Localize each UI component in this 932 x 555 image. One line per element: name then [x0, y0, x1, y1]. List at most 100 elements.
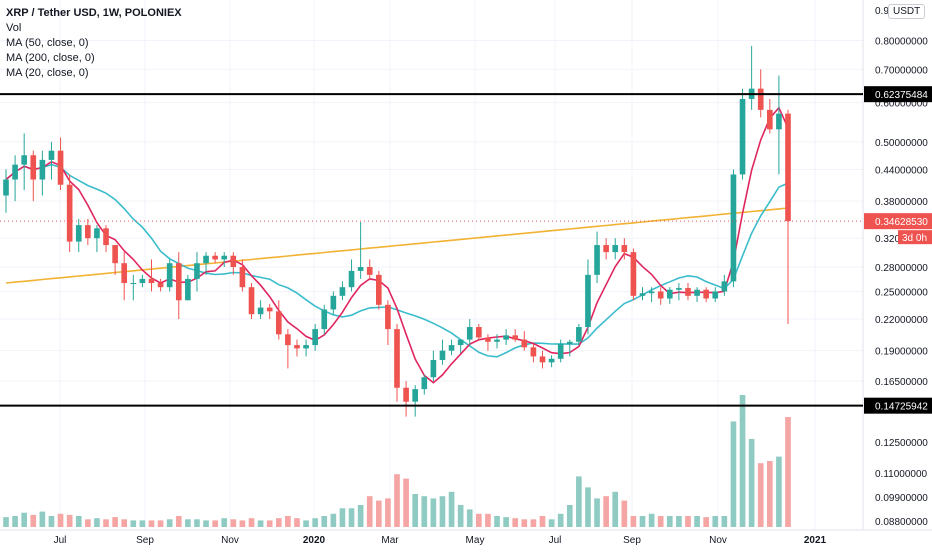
volume-bar [448, 491, 455, 527]
candle-body [685, 288, 691, 296]
candle-body [721, 281, 728, 292]
candle-body [694, 289, 700, 296]
volume-bar [457, 505, 464, 527]
candle-body [312, 329, 318, 346]
candle-body [375, 274, 382, 305]
candle-body [130, 283, 137, 285]
volume-bar [521, 519, 528, 527]
candle-body [466, 327, 473, 340]
candle-body [221, 255, 228, 260]
volume-bar [512, 518, 519, 527]
candle-body [203, 255, 209, 264]
candle-body [3, 179, 9, 196]
candle-body [30, 155, 37, 180]
level-price-label: 0.14725942 [875, 402, 928, 413]
time-tick-label: 2020 [303, 535, 326, 546]
volume-bar [203, 520, 209, 527]
volume-bar [30, 514, 37, 527]
volume-bar [657, 516, 664, 527]
volume-bar [594, 498, 600, 527]
candle-body [766, 109, 773, 130]
candle-body [776, 113, 782, 130]
volume-bar [639, 516, 646, 527]
volume-bar [576, 476, 582, 527]
volume-bar [730, 421, 737, 527]
price-tick-label: 0.25000000 [875, 287, 928, 298]
volume-bar [539, 516, 546, 527]
volume-bar [503, 517, 509, 527]
volume-bar [130, 520, 137, 527]
candle-body [403, 387, 409, 402]
price-tick-label: 0.50000000 [875, 138, 928, 149]
last-price-label: 0.34628530 [875, 217, 928, 228]
volume-bar [285, 516, 291, 527]
volume-bar [757, 463, 764, 527]
candle-body [348, 270, 355, 288]
volume-bar [348, 508, 355, 527]
volume-bar [248, 518, 255, 527]
volume-bar [85, 519, 91, 527]
volume-bar [357, 505, 364, 527]
price-tick-label: 0.16500000 [875, 377, 928, 388]
volume-bar [185, 519, 191, 527]
legend-volume[interactable]: Vol [6, 22, 22, 34]
legend-ma20[interactable]: MA (20, close, 0) [6, 67, 89, 79]
candle-body [85, 225, 91, 239]
volume-bar [494, 516, 500, 527]
volume-bar [776, 456, 782, 527]
candle-body [48, 150, 55, 160]
candle-body [439, 350, 446, 360]
volume-bar [221, 518, 228, 527]
volume-bar [612, 491, 619, 527]
volume-bar [303, 520, 309, 527]
candle-body [739, 98, 746, 175]
candle-body [321, 309, 328, 330]
candle-body [148, 278, 155, 284]
candle-body [75, 225, 82, 242]
candle-body [521, 339, 528, 348]
countdown-tag [898, 230, 932, 245]
time-tick-label: Sep [623, 535, 641, 546]
ma20-line [5, 106, 789, 384]
level-price-tag [864, 397, 932, 414]
candle-body [448, 345, 455, 351]
candle-body [139, 278, 146, 284]
price-tick-label: 0.28000000 [875, 263, 928, 274]
volume-bar [75, 516, 82, 527]
legend-ma50[interactable]: MA (50, close, 0) [6, 37, 89, 49]
candle-body [285, 334, 291, 346]
volume-bar [685, 516, 691, 527]
legend-symbol[interactable]: XRP / Tether USD, 1W, POLONIEX [6, 7, 182, 19]
candle-body [12, 164, 18, 180]
volume-bar [194, 519, 200, 527]
volume-tick-label: 0.09900000 [875, 493, 928, 504]
volume-bar [103, 519, 109, 527]
volume-bar [321, 516, 328, 527]
volume-bar [385, 498, 391, 527]
volume-bar [366, 496, 373, 527]
time-tick-label: Nov [221, 535, 239, 546]
volume-bar [648, 513, 655, 527]
currency-label[interactable]: USDT [888, 4, 926, 19]
price-tick-label: 0.22000000 [875, 315, 928, 326]
volume-bar [121, 519, 128, 527]
chart-legend: XRP / Tether USD, 1W, POLONIEX Vol MA (5… [6, 6, 182, 81]
time-tick-label: May [466, 535, 485, 546]
volume-bar [630, 516, 637, 527]
candle-body [303, 345, 309, 349]
candle-body [257, 307, 264, 315]
volume-bar [412, 494, 419, 527]
price-tick-label: 0.80000000 [875, 36, 928, 47]
legend-ma200[interactable]: MA (200, close, 0) [6, 52, 95, 64]
price-tick-label: 0.44000000 [875, 165, 928, 176]
volume-bar [266, 520, 273, 527]
volume-bar [721, 516, 728, 527]
volume-bar [230, 519, 237, 527]
volume-bar [94, 518, 100, 527]
time-tick-label: Sep [136, 535, 154, 546]
volume-bar [3, 517, 9, 527]
level-price-label: 0.62375484 [875, 90, 928, 101]
volume-bar [748, 439, 755, 527]
